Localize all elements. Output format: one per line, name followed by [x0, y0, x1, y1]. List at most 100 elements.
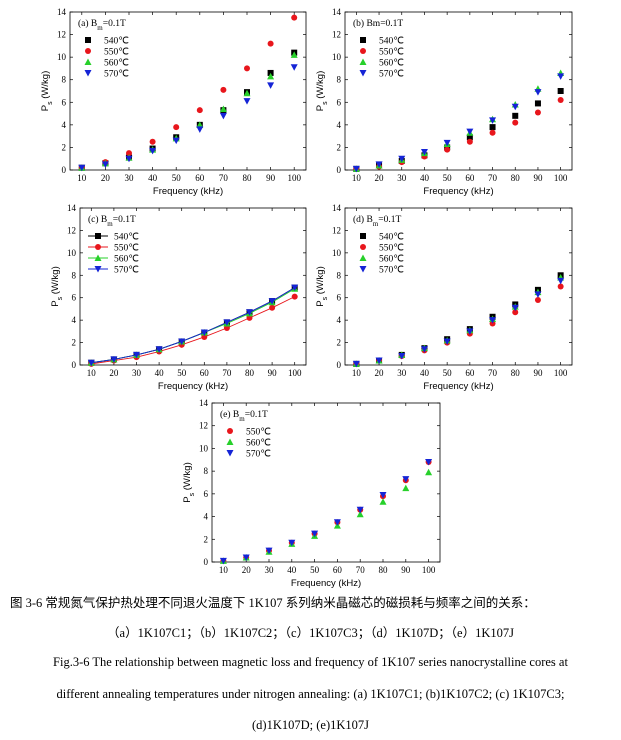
data-point: [172, 137, 180, 145]
y-tick-label: 14: [57, 7, 67, 17]
data-point: [512, 309, 519, 316]
x-tick-label: 10: [219, 565, 229, 575]
y-tick-label: 4: [72, 315, 77, 325]
panel-label: (e) B: [220, 409, 239, 420]
data-point: [511, 304, 519, 312]
y-axis-label-subscript: s: [57, 296, 64, 300]
data-point: [489, 317, 497, 324]
chart-panel-c: 0 2 4 6 8 10 12 14 10 20 30 40 50 60 70 80 90 100 Frequenc…: [50, 203, 307, 392]
data-point: [420, 148, 428, 156]
legend-label: 540℃: [114, 233, 139, 243]
y-tick-label: 8: [204, 466, 209, 476]
data-point: [534, 89, 542, 96]
legend-marker: [95, 244, 101, 250]
y-tick-label: 14: [199, 398, 209, 408]
panel-label: (a) B: [78, 18, 97, 29]
y-tick-label: 6: [62, 97, 67, 107]
legend-marker: [359, 58, 367, 65]
data-point: [534, 291, 542, 298]
data-point: [557, 88, 564, 94]
y-tick-label: 4: [204, 512, 209, 522]
data-point: [534, 296, 541, 303]
data-point: [356, 510, 364, 518]
legend-label: 540℃: [379, 233, 404, 243]
y-tick-label: 12: [67, 225, 76, 235]
panel-annotation: (b) Bm=0.1T: [353, 18, 403, 29]
y-tick-label: 8: [72, 270, 77, 280]
data-point: [489, 117, 497, 124]
x-tick-label: 30: [132, 368, 142, 378]
data-point: [443, 338, 451, 345]
data-point: [196, 126, 204, 133]
plot-frame: [344, 11, 573, 171]
data-point: [311, 530, 319, 538]
legend-label: 550℃: [104, 48, 129, 58]
y-axis-label-subscript: s: [322, 296, 329, 300]
data-point: [149, 138, 156, 145]
legend-label: 550℃: [246, 428, 271, 438]
data-point: [243, 89, 251, 97]
data-point: [402, 476, 410, 483]
legend-marker: [360, 48, 366, 54]
y-tick-label: 10: [332, 52, 342, 62]
x-tick-label: 50: [172, 173, 182, 183]
x-tick-label: 10: [87, 368, 97, 378]
data-point: [243, 98, 251, 105]
data-point: [267, 40, 274, 47]
y-axis-label-unit: (W/kg): [182, 462, 193, 493]
legend-label: 540℃: [379, 37, 404, 47]
legend-label: 570℃: [379, 266, 404, 276]
caption-en-line2: different annealing temperatures under n…: [56, 687, 565, 701]
legend-label: 560℃: [246, 439, 271, 449]
x-tick-label: 50: [443, 368, 453, 378]
x-tick-label: 40: [287, 565, 297, 575]
y-tick-label: 12: [199, 421, 208, 431]
series-line: [91, 296, 295, 365]
x-axis-label: Frequency (kHz): [423, 381, 493, 392]
data-point: [443, 139, 451, 147]
bm-subscript: m: [107, 220, 113, 228]
data-point: [489, 129, 496, 136]
data-point: [87, 359, 95, 367]
data-point: [173, 124, 180, 131]
bm-value: =0.1T: [245, 410, 268, 420]
plot-frame: [344, 207, 573, 366]
data-point: [557, 97, 564, 104]
x-tick-label: 70: [488, 173, 498, 183]
data-point: [178, 338, 186, 345]
x-tick-label: 80: [511, 173, 521, 183]
x-tick-label: 90: [266, 173, 276, 183]
bm-value: =0.1T: [380, 19, 403, 29]
x-tick-label: 80: [379, 565, 389, 575]
bm-value: =0.1T: [378, 215, 401, 225]
x-tick-label: 100: [554, 368, 568, 378]
y-tick-label: 10: [332, 248, 342, 258]
x-tick-label: 10: [77, 173, 87, 183]
panel-annotation: (d) Bm=0.1T: [353, 214, 401, 228]
legend-label: 560℃: [104, 59, 129, 69]
y-tick-label: 6: [204, 489, 209, 499]
x-tick-label: 100: [288, 368, 302, 378]
data-point: [125, 155, 133, 163]
x-tick-label: 80: [511, 368, 521, 378]
data-point: [246, 309, 253, 316]
x-tick-label: 20: [109, 368, 119, 378]
legend-label: 550℃: [379, 48, 404, 58]
y-axis-label-subscript: s: [322, 101, 329, 105]
legend-marker: [85, 48, 91, 54]
chart-panel-a: 0 2 4 6 8 10 12 14 10 20 30 40 50 60 70 80 90 100 Frequenc…: [40, 7, 307, 197]
bm-subscript: m: [239, 415, 245, 423]
legend-label: 560℃: [114, 255, 139, 265]
panel-label: (b) Bm: [353, 18, 381, 29]
legend-label: 540℃: [104, 37, 129, 47]
data-point: [512, 119, 519, 126]
data-point: [375, 161, 383, 168]
x-tick-label: 40: [420, 173, 430, 183]
data-point: [489, 124, 496, 131]
y-axis-label-unit: (W/kg): [315, 266, 326, 297]
x-tick-label: 40: [155, 368, 165, 378]
data-point: [534, 109, 541, 116]
plot-frame: [69, 11, 307, 171]
data-point: [110, 356, 118, 363]
x-tick-label: 30: [397, 173, 407, 183]
